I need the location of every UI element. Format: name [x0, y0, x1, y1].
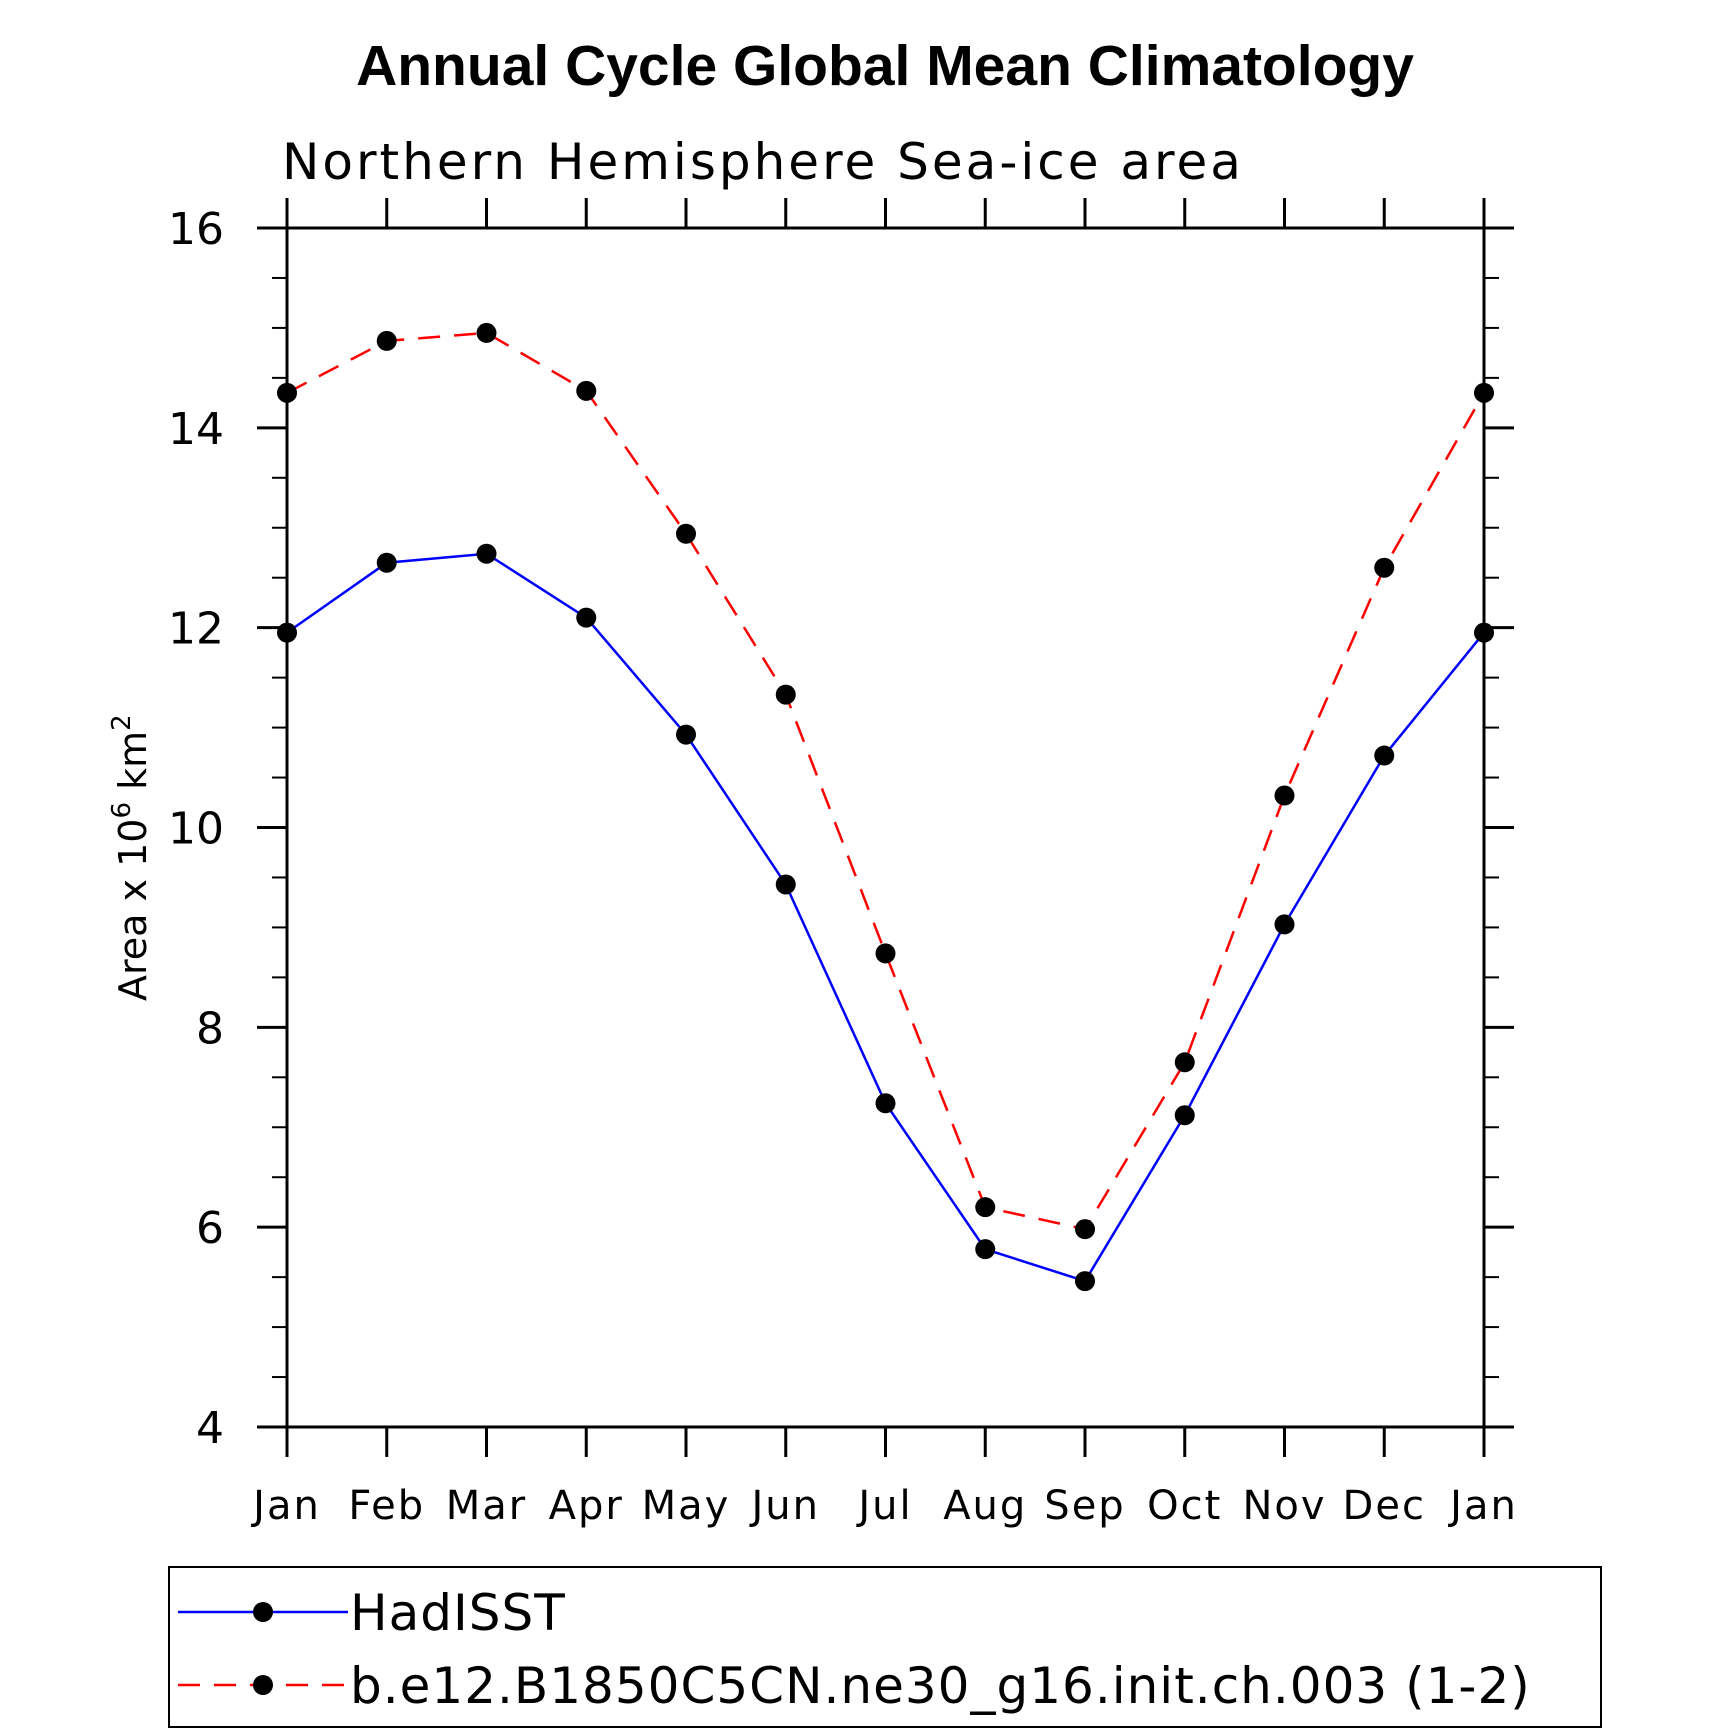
series-point [1075, 1271, 1095, 1292]
series-point [1274, 785, 1295, 806]
legend-box [168, 1566, 1602, 1728]
chart-title: Annual Cycle Global Mean Climatology [356, 34, 1414, 98]
y-tick-label: 14 [168, 404, 224, 455]
x-tick-label: Aug [943, 1483, 1027, 1529]
series-point [1174, 1105, 1195, 1126]
series-layer [277, 322, 1494, 1292]
y-axis-label-unit-exponent: 2 [107, 714, 137, 731]
series-point [476, 543, 497, 564]
series-point [476, 322, 497, 343]
x-tick-label: Feb [348, 1483, 425, 1529]
y-tick-label: 12 [168, 604, 224, 655]
legend-marker [253, 1675, 273, 1695]
series-point [1174, 1052, 1195, 1073]
series-point [576, 380, 597, 401]
y-tick-label: 4 [196, 1403, 224, 1454]
x-tick-label: Dec [1343, 1483, 1426, 1529]
series-point [875, 1093, 896, 1114]
series-point [975, 1197, 996, 1218]
y-tick-label: 6 [196, 1203, 224, 1254]
chart-subtitle: Northern Hemisphere Sea-ice area [282, 133, 1244, 191]
x-tick-label: Jan [1447, 1483, 1518, 1529]
y-axis-ticks: 4 6 8 10 12 14 16 [168, 204, 1514, 1454]
series-point [875, 943, 896, 964]
legend-label: HadISST [350, 1584, 566, 1642]
x-axis-ticks: Jan Feb Mar Apr May Jun Jul Aug Sep Oct Nov Dec Jan [250, 198, 1518, 1529]
plot-frame [285, 226, 1486, 1429]
x-tick-label: Sep [1044, 1483, 1125, 1529]
series-point [376, 552, 397, 573]
x-tick-label: Jun [749, 1483, 821, 1529]
series-point [775, 684, 796, 705]
series-point [775, 874, 796, 895]
y-axis-label: Area x 106 km2 [107, 714, 155, 1001]
x-tick-label: Nov [1242, 1483, 1326, 1529]
svg-text:Area x 106 km2: Area x 106 km2 [107, 714, 155, 1001]
x-tick-label: Apr [549, 1483, 624, 1529]
legend-label: b.e12.B1850C5CN.ne30_g16.init.ch.003 (1-… [350, 1657, 1531, 1715]
series-point [676, 523, 696, 544]
series-point [975, 1239, 996, 1260]
y-axis-label-exponent: 6 [107, 802, 137, 819]
series-line [286, 552, 1485, 1283]
series-point [1374, 557, 1395, 578]
series-point [576, 607, 597, 628]
legend: HadISST b.e12.B1850C5CN.ne30_g16.init.ch.… [168, 1566, 1602, 1728]
series-point [1274, 914, 1295, 935]
y-tick-label: 8 [196, 1003, 224, 1054]
x-tick-label: May [642, 1483, 731, 1529]
legend-entries: HadISST b.e12.B1850C5CN.ne30_g16.init.ch.… [178, 1584, 1531, 1715]
series-point [676, 724, 696, 745]
x-tick-label: Jan [250, 1483, 321, 1529]
y-tick-label: 10 [168, 804, 224, 855]
x-tick-label: Oct [1147, 1483, 1222, 1529]
x-tick-label: Jul [855, 1483, 912, 1529]
legend-marker [253, 1602, 273, 1622]
x-tick-label: Mar [446, 1483, 527, 1529]
series-point [1075, 1219, 1095, 1240]
y-axis-label-unit: km [111, 731, 155, 802]
series-point [1374, 745, 1395, 766]
series-point [376, 330, 397, 351]
y-axis-label-main: Area x 10 [111, 819, 155, 1001]
y-tick-label: 16 [168, 204, 224, 255]
